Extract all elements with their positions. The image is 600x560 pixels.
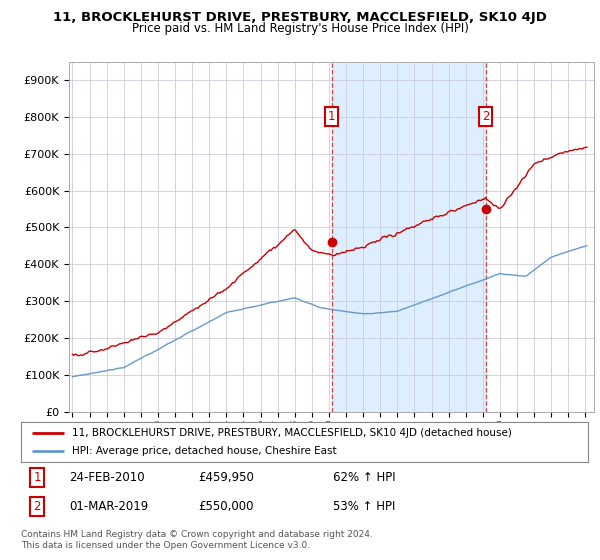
Text: 2: 2 bbox=[482, 110, 490, 123]
Bar bbox=[332, 62, 486, 412]
Text: This data is licensed under the Open Government Licence v3.0.: This data is licensed under the Open Gov… bbox=[21, 541, 310, 550]
Text: £459,950: £459,950 bbox=[198, 470, 254, 484]
Text: Contains HM Land Registry data © Crown copyright and database right 2024.: Contains HM Land Registry data © Crown c… bbox=[21, 530, 373, 539]
Text: 11, BROCKLEHURST DRIVE, PRESTBURY, MACCLESFIELD, SK10 4JD: 11, BROCKLEHURST DRIVE, PRESTBURY, MACCL… bbox=[53, 11, 547, 24]
Text: £550,000: £550,000 bbox=[198, 500, 254, 514]
Text: 1: 1 bbox=[34, 470, 41, 484]
Text: 53% ↑ HPI: 53% ↑ HPI bbox=[333, 500, 395, 514]
Text: 62% ↑ HPI: 62% ↑ HPI bbox=[333, 470, 395, 484]
Text: 2: 2 bbox=[34, 500, 41, 514]
Text: Price paid vs. HM Land Registry's House Price Index (HPI): Price paid vs. HM Land Registry's House … bbox=[131, 22, 469, 35]
Text: 01-MAR-2019: 01-MAR-2019 bbox=[69, 500, 148, 514]
Text: 24-FEB-2010: 24-FEB-2010 bbox=[69, 470, 145, 484]
Text: 1: 1 bbox=[328, 110, 335, 123]
Text: 11, BROCKLEHURST DRIVE, PRESTBURY, MACCLESFIELD, SK10 4JD (detached house): 11, BROCKLEHURST DRIVE, PRESTBURY, MACCL… bbox=[72, 428, 512, 437]
Text: HPI: Average price, detached house, Cheshire East: HPI: Average price, detached house, Ches… bbox=[72, 446, 337, 456]
